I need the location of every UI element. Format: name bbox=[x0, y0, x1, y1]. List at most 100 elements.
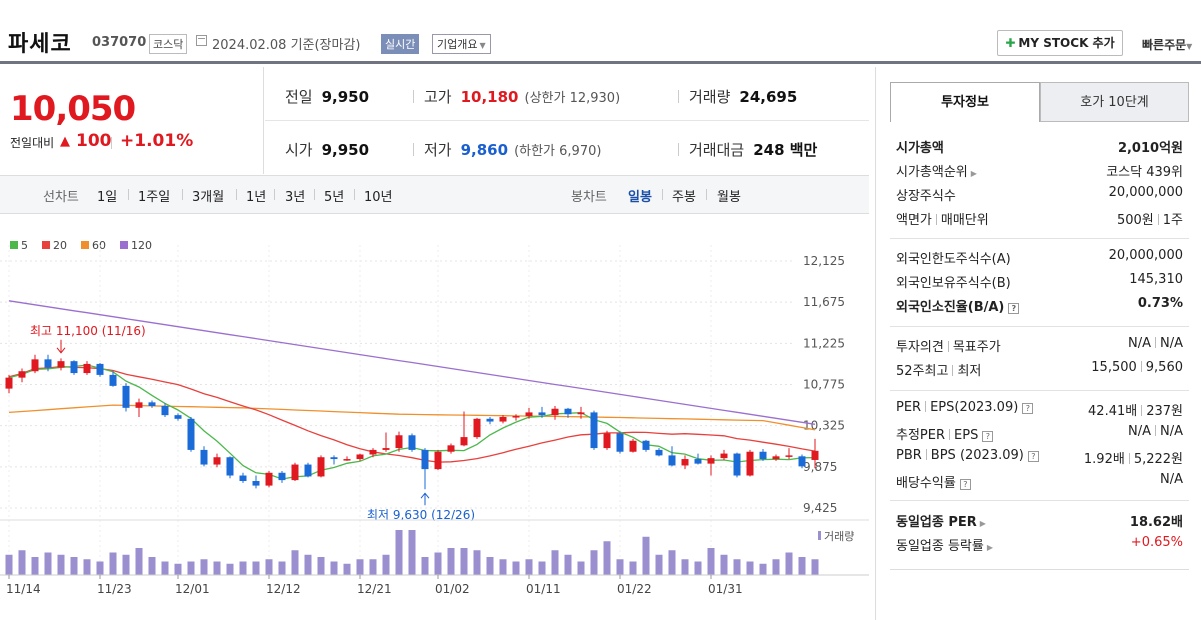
volume-bar bbox=[382, 554, 390, 575]
help-icon[interactable]: ? bbox=[1027, 451, 1039, 462]
candle-monthly[interactable]: 월봉 bbox=[717, 190, 741, 205]
stat-prev: 전일 9,950 bbox=[285, 86, 369, 107]
help-icon[interactable]: ? bbox=[1022, 403, 1034, 414]
current-price: 10,050 bbox=[10, 89, 136, 129]
company-overview-dropdown[interactable]: 기업개요 ▼ bbox=[432, 34, 491, 54]
candle-body bbox=[213, 457, 221, 465]
candle-body bbox=[785, 455, 793, 457]
info-key-text[interactable]: 동일업종 등락률 bbox=[896, 539, 984, 554]
info-row: 배당수익률? N/A bbox=[896, 472, 1183, 494]
candle-body bbox=[798, 456, 806, 467]
stat-label: 시가 bbox=[285, 141, 313, 159]
tab-investment-info[interactable]: 투자정보 bbox=[890, 82, 1040, 122]
volume-bar bbox=[187, 561, 195, 575]
stat-label: 고가 bbox=[424, 88, 452, 106]
tab-hoga-10[interactable]: 호가 10단계 bbox=[1040, 82, 1189, 122]
volume-bar bbox=[785, 552, 793, 575]
candle-chart-label: 봉차트 bbox=[571, 190, 607, 205]
divider bbox=[413, 143, 414, 156]
volume-bar bbox=[512, 561, 520, 575]
candle-body bbox=[291, 464, 299, 481]
volume-bar bbox=[811, 559, 819, 575]
x-tick-label: 01/02 bbox=[435, 582, 470, 596]
volume-bar bbox=[629, 561, 637, 575]
period-3m[interactable]: 3개월 bbox=[192, 190, 225, 205]
stat-value: 9,950 bbox=[321, 141, 370, 159]
info-value: N/A N/A bbox=[1128, 336, 1183, 351]
legend-label: 120 bbox=[131, 239, 152, 252]
volume-bar bbox=[70, 557, 78, 575]
period-1w[interactable]: 1주일 bbox=[138, 190, 171, 205]
triangle-right-icon[interactable]: ▶ bbox=[979, 519, 986, 528]
candle-body bbox=[551, 408, 559, 416]
info-key: PBR BPS (2023.09)? bbox=[896, 448, 1039, 463]
quick-order-dropdown[interactable]: 빠른주문▼ bbox=[1142, 36, 1192, 53]
calendar-icon bbox=[196, 35, 207, 46]
upper-limit: (상한가 12,930) bbox=[524, 91, 621, 106]
divider bbox=[182, 189, 183, 200]
my-stock-add-button[interactable]: ✚ MY STOCK 추가 bbox=[997, 30, 1123, 56]
volume-bar bbox=[291, 550, 299, 575]
volume-bar bbox=[395, 530, 403, 575]
x-tick-label: 11/14 bbox=[6, 582, 41, 596]
candle-body bbox=[304, 464, 312, 477]
info-value: 2,010억원 bbox=[1118, 137, 1183, 156]
volume-bar bbox=[746, 561, 754, 575]
realtime-button[interactable]: 실시간 bbox=[381, 34, 420, 54]
x-tick-label: 01/11 bbox=[526, 582, 561, 596]
period-1y[interactable]: 1년 bbox=[246, 190, 267, 205]
info-key-text: BPS (2023.09) bbox=[930, 448, 1024, 463]
divider bbox=[678, 90, 679, 103]
triangle-right-icon[interactable]: ▶ bbox=[986, 543, 994, 552]
info-row: 투자의견 목표주가 N/A N/A bbox=[896, 336, 1183, 358]
max-label: 최고 11,100 (11/16) bbox=[30, 324, 146, 338]
stat-high: 고가 10,180 (상한가 12,930) bbox=[413, 86, 620, 107]
divider bbox=[925, 401, 927, 412]
candle-body bbox=[317, 457, 325, 477]
info-key-text: 외국인소진율(B/A) bbox=[896, 300, 1005, 315]
info-row: PER EPS(2023.09)? 42.41배 237원 bbox=[896, 400, 1183, 422]
volume-bar bbox=[564, 554, 572, 575]
help-icon[interactable]: ? bbox=[959, 479, 971, 490]
stat-value: 10,180 bbox=[460, 88, 519, 106]
info-key-text[interactable]: 동일업종 PER bbox=[896, 515, 977, 530]
candle-body bbox=[31, 359, 39, 372]
period-5y[interactable]: 5년 bbox=[324, 190, 345, 205]
period-10y[interactable]: 10년 bbox=[364, 190, 393, 205]
info-row: 외국인한도주식수(A) 20,000,000 bbox=[896, 248, 1183, 270]
help-icon[interactable]: ? bbox=[982, 431, 994, 442]
stat-value: 24,695 bbox=[739, 88, 798, 106]
max-arrow-head bbox=[56, 347, 66, 354]
info-value: +0.65% bbox=[1131, 535, 1183, 550]
candle-weekly[interactable]: 주봉 bbox=[672, 190, 696, 205]
divider bbox=[265, 120, 869, 121]
stat-label: 거래량 bbox=[689, 88, 731, 106]
info-key-text[interactable]: 시가총액순위 bbox=[896, 165, 968, 180]
candle-body bbox=[564, 408, 572, 415]
period-3y[interactable]: 3년 bbox=[285, 190, 306, 205]
candle-body bbox=[18, 371, 26, 378]
divider bbox=[1155, 425, 1156, 436]
period-1d[interactable]: 1일 bbox=[97, 190, 118, 205]
volume-bar bbox=[434, 552, 442, 575]
candle-daily[interactable]: 일봉 bbox=[628, 190, 652, 205]
triangle-right-icon[interactable]: ▶ bbox=[970, 169, 977, 178]
candle-body bbox=[668, 455, 676, 466]
help-icon[interactable]: ? bbox=[1008, 303, 1020, 314]
volume-bar bbox=[603, 541, 611, 575]
volume-bar bbox=[109, 552, 117, 575]
info-key: 액면가 매매단위 bbox=[896, 209, 989, 228]
y-tick-label: 10,775 bbox=[803, 378, 845, 392]
volume-bar bbox=[174, 563, 182, 575]
market-badge: 코스닥 bbox=[149, 34, 188, 54]
candle-body bbox=[447, 445, 455, 452]
candle-body bbox=[681, 459, 689, 466]
info-value-text: 15,500 bbox=[1091, 360, 1137, 375]
candle-body bbox=[434, 451, 442, 470]
info-value-text: +0.65% bbox=[1130, 535, 1183, 550]
volume-bar bbox=[616, 559, 624, 575]
info-key-text: 외국인보유주식수(B) bbox=[896, 276, 1011, 291]
candle-body bbox=[148, 402, 156, 406]
candle-body bbox=[239, 475, 247, 482]
info-key-text: 상장주식수 bbox=[896, 189, 956, 204]
